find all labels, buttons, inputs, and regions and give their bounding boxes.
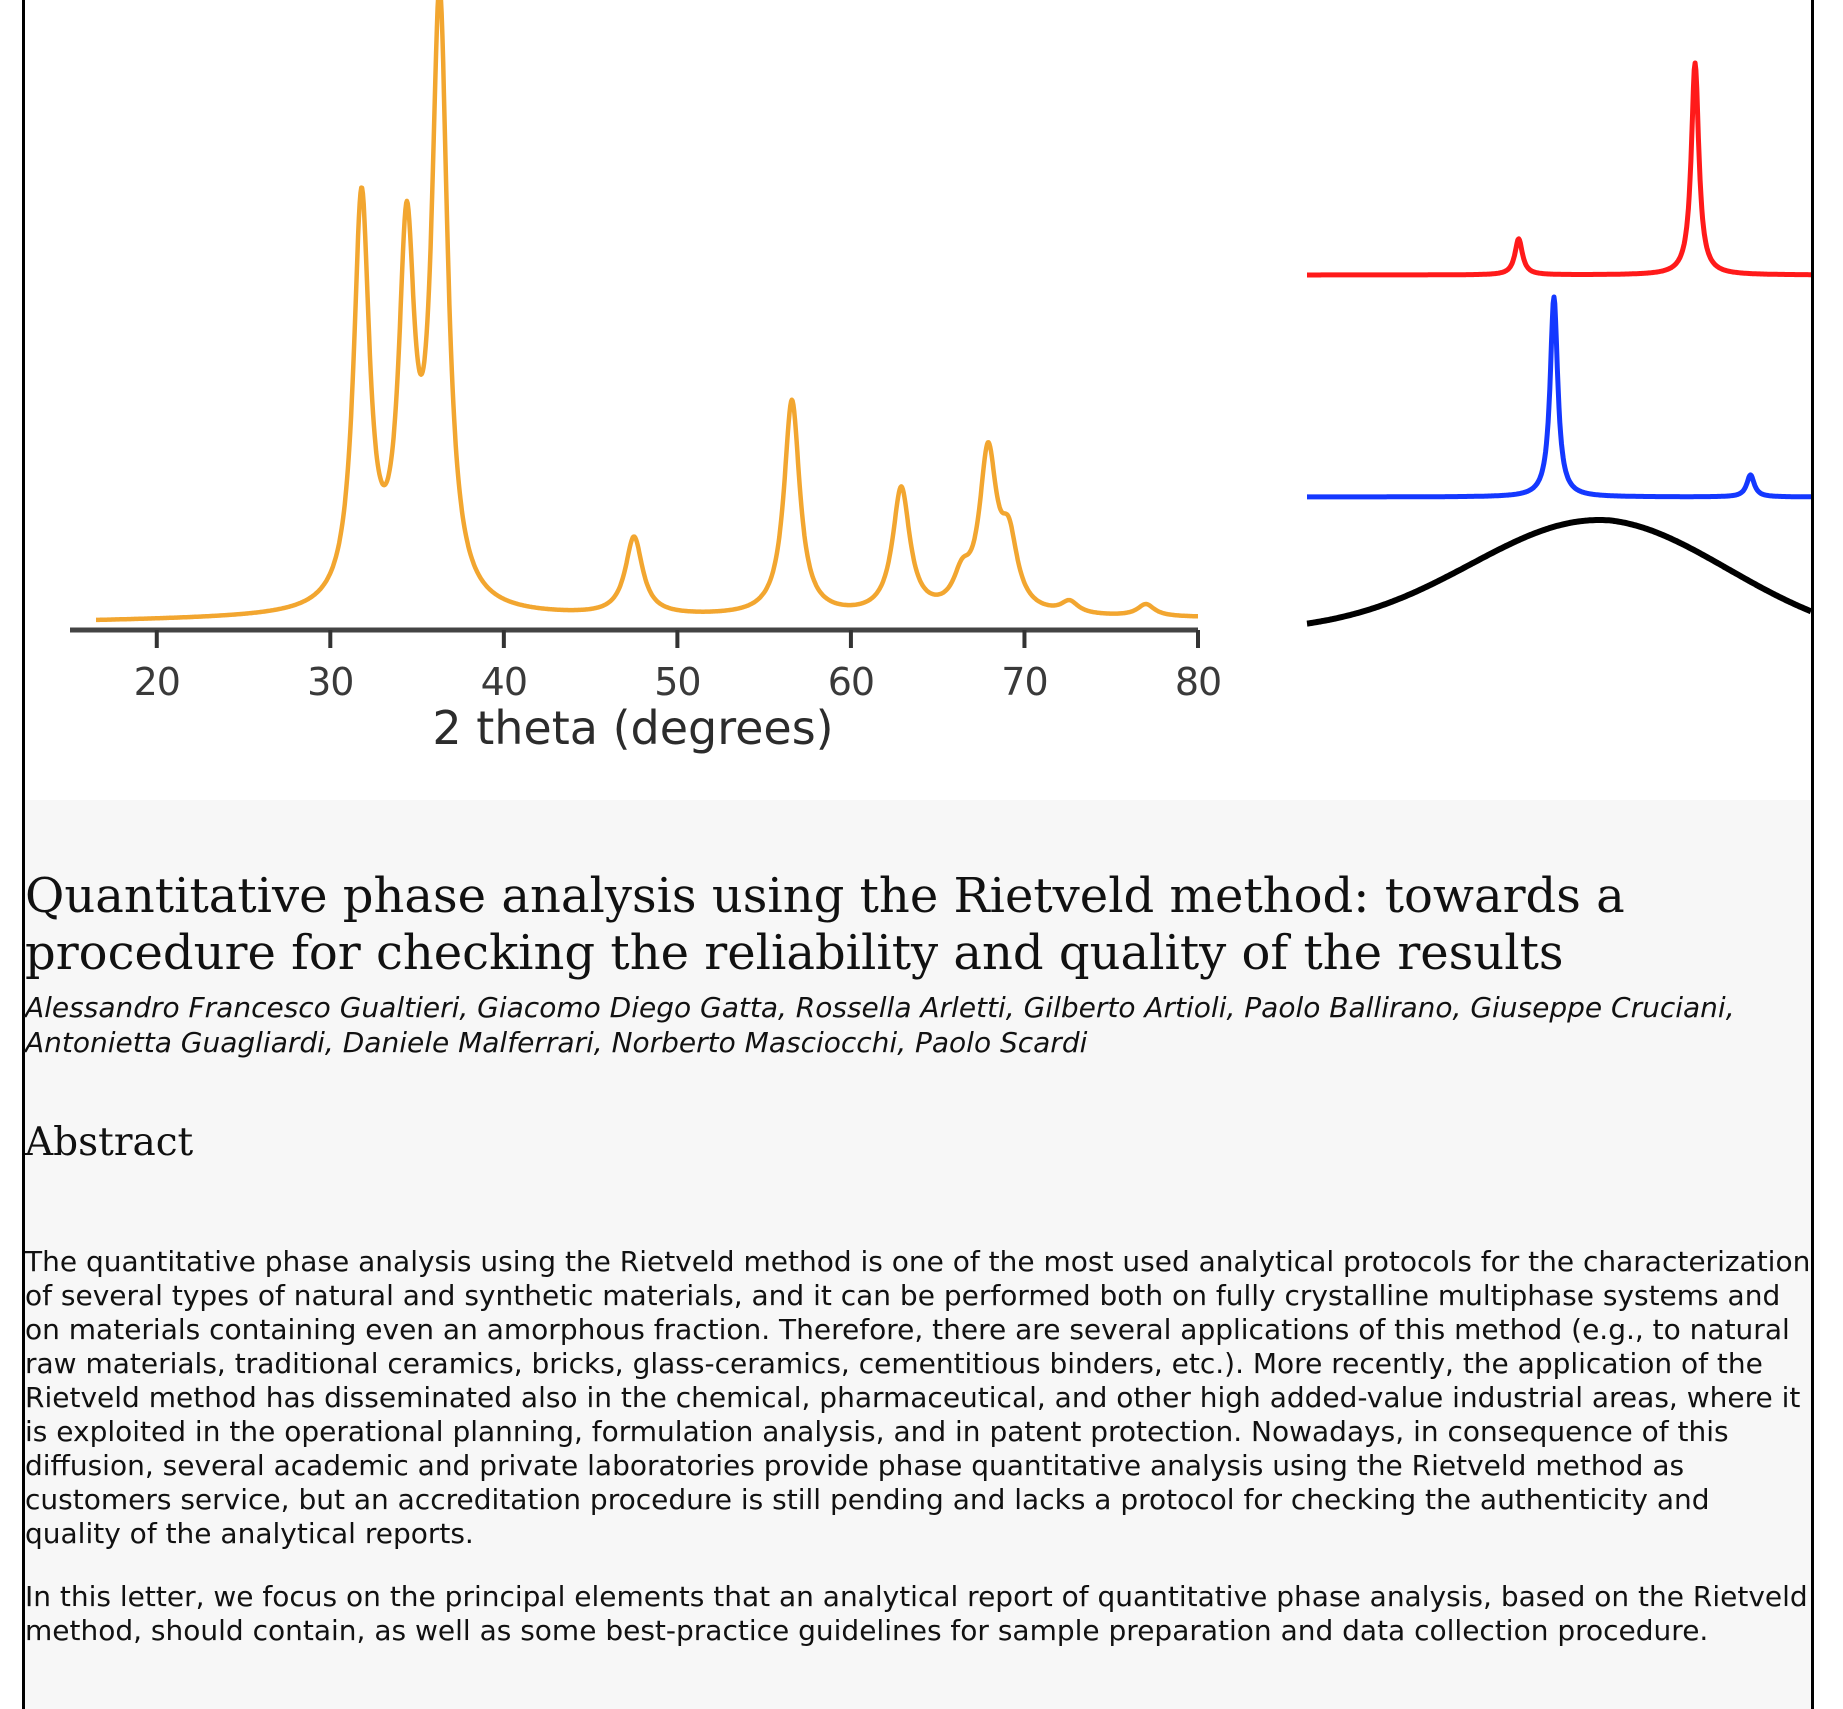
x-tick-label: 80 <box>1175 660 1221 704</box>
blue-pattern-line <box>1305 294 1811 500</box>
x-tick-label: 30 <box>307 660 353 704</box>
amorphous-pattern-line <box>1305 517 1811 627</box>
x-axis-title: 2 theta (degrees) <box>432 701 833 755</box>
x-tick-label: 60 <box>828 660 874 704</box>
abstract-paragraph: The quantitative phase analysis using th… <box>25 1245 1811 1550</box>
graphical-abstract-figure: 20 30 40 50 60 70 80 2 theta (degrees) <box>25 0 1811 800</box>
x-tick-label: 20 <box>134 660 180 704</box>
x-tick-label: 50 <box>654 660 700 704</box>
abstract-heading: Abstract <box>25 1120 194 1165</box>
author-list: Alessandro Francesco Gualtieri, Giacomo … <box>25 991 1735 1059</box>
xrd-pattern-line <box>94 0 1200 623</box>
stacked-patterns <box>1305 60 1811 627</box>
x-axis-ticks <box>154 630 1200 648</box>
xrd-chart: 20 30 40 50 60 70 80 2 theta (degrees) <box>70 0 1223 755</box>
x-axis-tick-labels: 20 30 40 50 60 70 80 <box>134 660 1223 704</box>
article-title[interactable]: Quantitative phase analysis using the Ri… <box>25 868 1625 981</box>
red-pattern-line <box>1305 60 1811 278</box>
article-frame: 20 30 40 50 60 70 80 2 theta (degrees) Quantit… <box>22 0 1814 1709</box>
x-tick-label: 70 <box>1001 660 1047 704</box>
figure-svg: 20 30 40 50 60 70 80 2 theta (degrees) <box>70 0 1811 755</box>
x-tick-label: 40 <box>481 660 527 704</box>
abstract-paragraph: In this letter, we focus on the principa… <box>25 1580 1808 1647</box>
